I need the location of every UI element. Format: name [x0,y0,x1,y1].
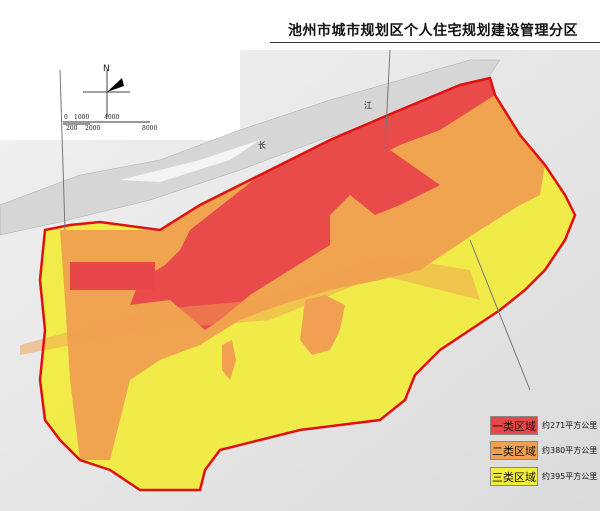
scale-bar [63,121,150,125]
zone-1-red-west [70,262,155,290]
legend-item-zone-3: 三类区域 约395平方公里 [490,467,597,486]
scale-tick: 4000 [104,114,120,121]
compass-icon [83,70,130,117]
scale-tick: 200 [66,125,78,132]
title-divider [270,42,600,43]
yangtze-river [0,59,501,236]
blank-area [0,50,240,140]
compass-north-label: N [103,64,110,74]
river-label: 长 [258,141,266,150]
legend-area: 约395平方公里 [542,472,598,481]
river-label: 江 [364,101,372,110]
zone-2-orange-blob [300,295,345,355]
legend-swatch: 三类区域 [490,467,538,486]
map-title: 池州市城市规划区个人住宅规划建设管理分区 [288,23,578,39]
road-band [20,255,480,355]
legend-area: 约380平方公里 [542,446,598,455]
scale-tick: 2000 [85,125,101,132]
scale-tick: 8000 [142,125,158,132]
legend-item-zone-1: 一类区域 约271平方公里 [490,416,597,435]
zone-2-orange [60,78,545,460]
legend-swatch: 二类区域 [490,441,538,460]
river-island [120,140,260,182]
legend-area: 约271平方公里 [542,421,598,430]
scale-tick: 0 [64,114,68,121]
railway-line [59,49,531,391]
planning-boundary [38,76,577,492]
scale-tick: 1000 [74,114,90,121]
zone-2-orange-strip [222,340,236,380]
legend-item-zone-2: 二类区域 约380平方公里 [490,441,597,460]
legend-swatch: 一类区域 [490,416,538,435]
zone-1-red [130,78,495,330]
